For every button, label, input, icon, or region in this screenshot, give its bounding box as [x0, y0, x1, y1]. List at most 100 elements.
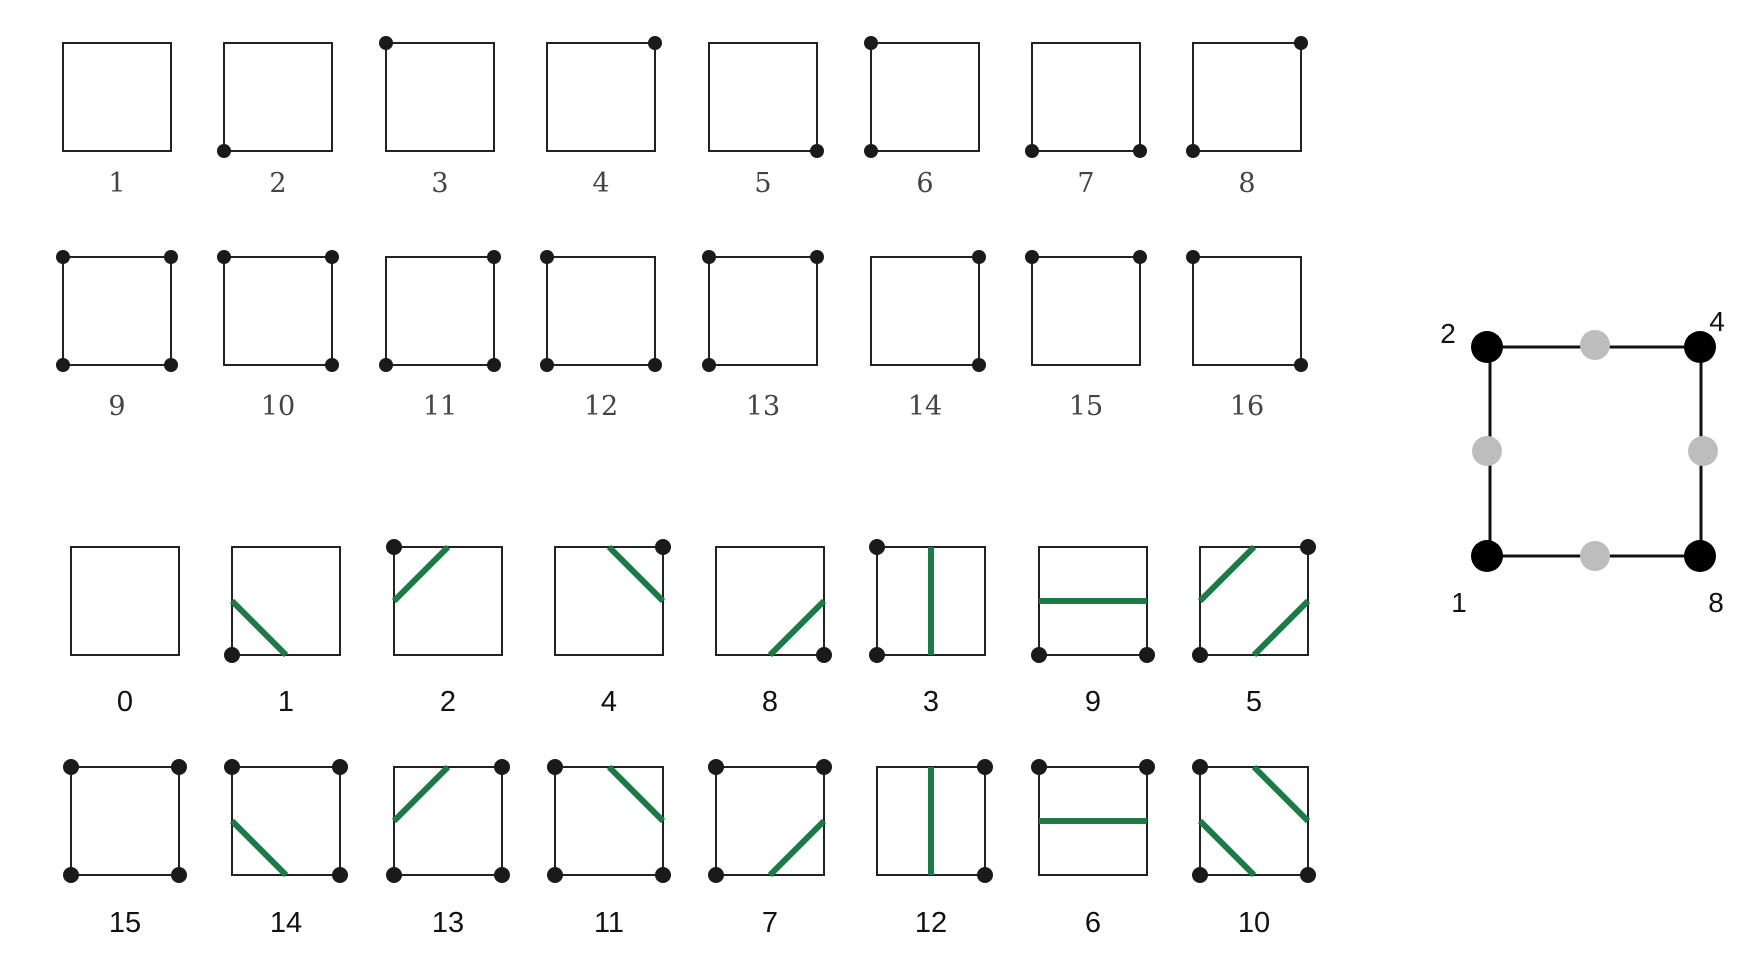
vertex-dot-bottom-right	[164, 358, 178, 372]
configuration-cell: 4	[546, 36, 662, 199]
vertex-dot-top-left	[386, 539, 402, 555]
cell-square	[62, 42, 172, 152]
vertex-dot-bottom-left	[1031, 647, 1047, 663]
vertex-dot-top-left	[224, 759, 240, 775]
key-corner-value-bottom-right: 8	[1708, 587, 1724, 618]
vertex-dot-bottom-right	[977, 867, 993, 883]
vertex-dot-bottom-left	[1192, 647, 1208, 663]
cell-square	[554, 546, 664, 656]
configuration-cell: 5	[708, 42, 824, 199]
cell-label: 13	[432, 907, 464, 939]
contour-segment	[229, 598, 289, 658]
contour-segment	[1251, 598, 1311, 658]
cell-label: 10	[1238, 907, 1270, 939]
cell-label: 4	[592, 168, 609, 199]
vertex-dot-bottom-right	[816, 647, 832, 663]
vertex-dot-top-right	[972, 250, 986, 264]
contour-segment	[606, 544, 666, 604]
vertex-dot-top-right	[171, 759, 187, 775]
key-midpoint-left	[1472, 436, 1502, 466]
vertex-dot-top-left	[1192, 759, 1208, 775]
contour-segment	[606, 764, 666, 824]
configuration-cell: 6	[864, 36, 980, 199]
configuration-cell: 14	[224, 759, 348, 939]
configuration-cell: 5	[1192, 539, 1316, 718]
cell-label: 14	[908, 391, 942, 422]
cell-label: 7	[1077, 168, 1094, 199]
configuration-cell: 1	[62, 42, 172, 199]
configuration-cell: 12	[540, 250, 662, 422]
vertex-dot-bottom-right	[648, 358, 662, 372]
cell-label: 12	[584, 391, 618, 422]
configuration-cell: 15	[1025, 250, 1147, 422]
configuration-cell: 2	[217, 42, 333, 199]
configuration-cell: 15	[63, 759, 187, 939]
vertex-dot-top-right	[816, 759, 832, 775]
vertex-dot-top-right	[1139, 759, 1155, 775]
configuration-cell: 2	[386, 539, 503, 718]
cell-square	[715, 546, 825, 656]
vertex-dot-top-left	[547, 759, 563, 775]
cell-square	[70, 766, 180, 876]
vertex-dot-top-right	[648, 36, 662, 50]
vertex-dot-top-left	[708, 759, 724, 775]
vertex-dot-bottom-right	[487, 358, 501, 372]
vertex-dot-bottom-left	[864, 144, 878, 158]
configuration-cell: 3	[379, 36, 495, 199]
cell-square	[223, 42, 333, 152]
configuration-cell: 10	[1192, 759, 1316, 939]
cell-square	[385, 42, 495, 152]
vertex-dot-top-right	[487, 250, 501, 264]
vertex-dot-top-left	[869, 539, 885, 555]
cell-square	[385, 256, 495, 366]
contour-segment	[1197, 818, 1257, 878]
cell-square	[1199, 766, 1309, 876]
configuration-cell: 0	[70, 546, 180, 718]
key-corner-value-top-left: 2	[1440, 318, 1456, 349]
vertex-dot-top-right	[1300, 539, 1316, 555]
key-corner-value-top-right: 4	[1709, 306, 1725, 337]
configuration-cell: 13	[386, 759, 510, 939]
cell-label: 7	[762, 907, 778, 939]
cell-label: 15	[109, 907, 141, 939]
cell-label: 16	[1230, 391, 1264, 422]
cell-label: 9	[1085, 686, 1101, 718]
cell-square	[223, 256, 333, 366]
vertex-dot-top-right	[810, 250, 824, 264]
cell-label: 13	[746, 391, 780, 422]
key-corner-bottom-left	[1471, 540, 1503, 572]
contour-segment	[229, 818, 289, 878]
key-midpoint-right	[1688, 436, 1718, 466]
configuration-cell: 10	[217, 250, 339, 422]
vertex-dot-bottom-left	[1186, 144, 1200, 158]
cell-label: 11	[423, 391, 457, 422]
cell-label: 1	[108, 168, 125, 199]
vertex-dot-bottom-left	[1192, 867, 1208, 883]
key-corner-top-right	[1684, 331, 1716, 363]
configuration-cell: 13	[702, 250, 824, 422]
vertex-dot-top-right	[164, 250, 178, 264]
vertex-dot-bottom-right	[1294, 358, 1308, 372]
vertex-dot-bottom-right	[1139, 647, 1155, 663]
cell-square	[1192, 42, 1302, 152]
vertex-dot-top-right	[494, 759, 510, 775]
cell-label: 15	[1069, 391, 1103, 422]
contour-segment	[1197, 544, 1257, 604]
vertex-dot-bottom-left	[540, 358, 554, 372]
configuration-cell: 9	[1031, 546, 1155, 718]
configuration-cell: 11	[379, 250, 501, 422]
vertex-dot-bottom-left	[869, 647, 885, 663]
cell-square	[554, 766, 664, 876]
vertex-dot-top-left	[56, 250, 70, 264]
vertex-dot-top-left	[217, 250, 231, 264]
vertex-dot-bottom-right	[972, 358, 986, 372]
vertex-dot-bottom-left	[702, 358, 716, 372]
cell-label: 3	[431, 168, 448, 199]
configuration-cell: 6	[1031, 759, 1155, 939]
cell-square	[1031, 256, 1141, 366]
vertex-dot-bottom-left	[386, 867, 402, 883]
cell-label: 14	[270, 907, 302, 939]
cell-square	[708, 256, 818, 366]
cell-label: 6	[1085, 907, 1101, 939]
